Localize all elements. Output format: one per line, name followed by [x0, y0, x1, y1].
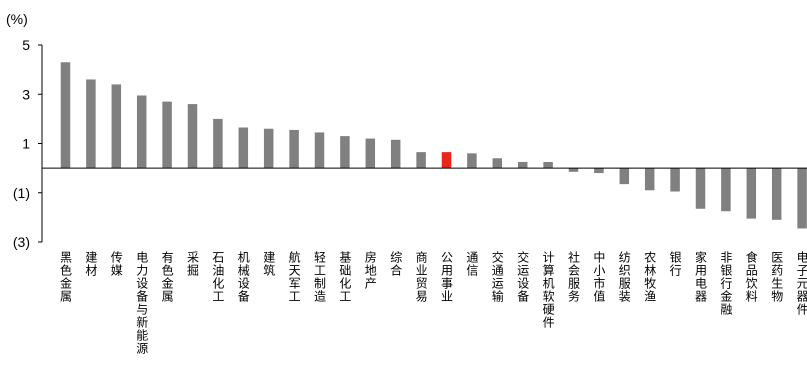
x-category-label: 电子元器件 [795, 251, 807, 316]
x-category-label: 食品饮料 [744, 250, 758, 303]
x-category-label: 轻工制造 [313, 251, 327, 303]
bar [187, 104, 198, 169]
bar [86, 79, 96, 169]
x-category-label: 采掘 [186, 251, 200, 277]
bar [238, 127, 249, 169]
bar [314, 132, 325, 169]
x-category-label: 建材 [84, 251, 98, 277]
y-tick-label: 5 [22, 37, 30, 53]
x-category-label: 银行 [668, 251, 682, 277]
bar [467, 153, 477, 169]
x-category-label: 建筑 [262, 251, 276, 277]
x-category-label: 医药生物 [770, 251, 784, 303]
bar [390, 139, 401, 169]
x-category-label: 商业贸易 [414, 250, 428, 303]
bar [416, 152, 426, 169]
x-category-label: 计算机软硬件 [541, 251, 555, 329]
x-category-label: 航天军工 [287, 250, 301, 303]
bar [492, 158, 503, 169]
bar [695, 168, 706, 209]
bar [162, 101, 172, 169]
x-category-label: 传媒 [109, 250, 123, 277]
y-tick-label: (3) [13, 234, 30, 250]
x-category-label: 房地产 [363, 250, 377, 290]
x-category-label: 基础化工 [338, 251, 352, 303]
y-axis: 5 3 1 (1) (3) [13, 37, 43, 250]
x-category-label: 综合 [389, 251, 403, 277]
x-category-label: 石油化工 [211, 251, 225, 303]
bar [543, 161, 553, 169]
bar [289, 129, 299, 169]
x-category-label: 有色金属 [160, 251, 174, 303]
bar [60, 62, 71, 169]
x-category-label: 非银行金融 [719, 251, 733, 316]
bar [797, 168, 807, 229]
x-category-label: 电力设备与新能源 [135, 251, 149, 355]
y-tick-label: 3 [22, 86, 30, 102]
x-category-label: 社会服务 [567, 250, 581, 303]
x-category-label: 交运设备 [516, 250, 530, 303]
x-category-label: 纺织服装 [617, 251, 631, 303]
y-tick-label: (1) [13, 185, 30, 201]
bar [517, 161, 528, 169]
category-labels: 黑色金属 建材 传媒 电力设备与新能源 有色金属 采掘 石油化工 机械设备 建筑 航天军工 轻工制造… [59, 250, 807, 355]
x-category-label: 农林牧渔 [643, 251, 657, 303]
bar [594, 168, 604, 174]
bar [619, 168, 630, 185]
bar [213, 118, 223, 169]
bar [136, 95, 147, 169]
x-category-label: 黑色金属 [59, 251, 73, 303]
x-category-label: 交通运输 [490, 250, 504, 303]
x-category-label: 机械设备 [236, 251, 250, 303]
x-category-label: 中小市值 [592, 250, 606, 303]
bar [670, 168, 680, 192]
bar [365, 138, 376, 169]
bar [111, 84, 122, 169]
x-category-label: 通信 [465, 251, 479, 277]
bar [644, 168, 655, 191]
bar [340, 136, 350, 169]
y-axis-unit-label: (%) [6, 11, 28, 27]
bar [441, 152, 452, 169]
bar [771, 168, 782, 220]
x-category-label: 家用电器 [694, 250, 708, 303]
bar [568, 168, 579, 172]
bar [263, 128, 274, 169]
y-tick-label: 1 [22, 136, 30, 152]
bars [60, 62, 807, 229]
bar [721, 168, 731, 212]
bar [746, 168, 757, 219]
x-category-label: 公用事业 [440, 251, 454, 303]
